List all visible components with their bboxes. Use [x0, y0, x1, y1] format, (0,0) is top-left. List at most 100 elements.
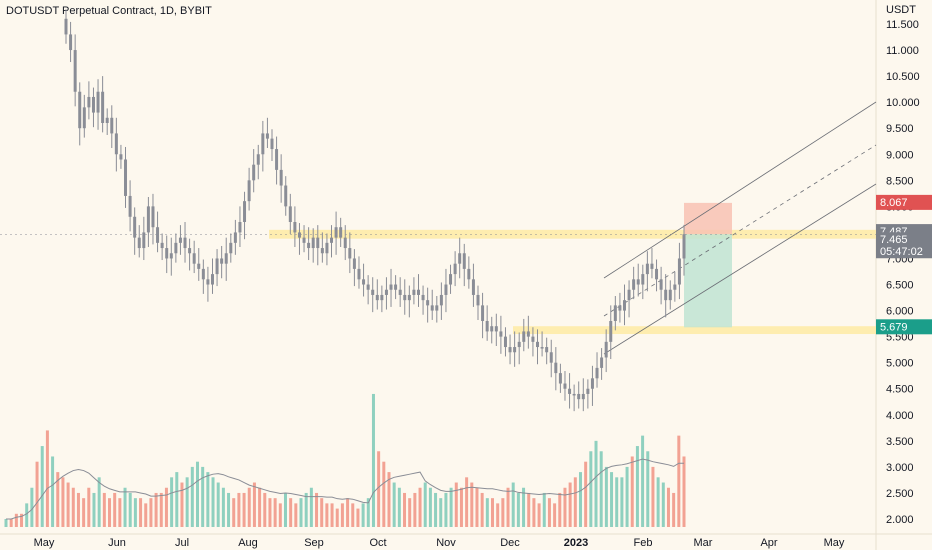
x-tick-label: Oct	[369, 537, 386, 549]
candle-body	[389, 284, 393, 290]
volume-bar	[242, 492, 246, 527]
y-tick-label: 11.000	[886, 45, 919, 57]
candle-body	[394, 284, 398, 290]
stop-price-badge-bg	[876, 194, 932, 210]
volume-bar	[216, 482, 220, 527]
candle-body	[416, 289, 420, 295]
candle-body	[366, 284, 370, 290]
volume-bar	[30, 487, 34, 527]
candle-body	[265, 133, 269, 139]
filler	[42, 1, 43, 3]
volume-bar	[418, 487, 422, 527]
candle-body	[458, 253, 462, 264]
candle-body	[261, 133, 265, 155]
volume-bar	[501, 498, 505, 527]
volume-bar	[594, 440, 598, 527]
candle-body	[490, 326, 494, 332]
volume-bar	[247, 487, 251, 527]
support-zone	[513, 326, 876, 335]
candle-body	[508, 347, 512, 353]
last-price-badge: 7.465	[880, 234, 908, 246]
candle-body	[288, 206, 292, 222]
candle-body	[673, 284, 677, 290]
candle-body	[384, 289, 388, 295]
candle-body	[82, 107, 86, 129]
volume-bar	[604, 466, 608, 527]
candle-body	[343, 237, 347, 249]
volume-bar	[361, 503, 365, 527]
volume-bar	[128, 492, 132, 527]
volume-bar	[677, 435, 681, 527]
candle-body	[339, 227, 343, 238]
volume-bar	[211, 477, 215, 527]
candle-body	[481, 305, 485, 321]
candle-body	[165, 248, 169, 259]
y-tick-label: 4.500	[886, 384, 914, 396]
y-tick-label: 2.500	[886, 488, 914, 500]
volume-bar	[139, 498, 143, 527]
volume-bar	[615, 477, 619, 527]
x-tick-label: Feb	[634, 537, 653, 549]
volume-bar	[584, 461, 588, 527]
volume-bar	[221, 487, 225, 527]
volume-bar	[154, 492, 158, 527]
candle-body	[545, 347, 549, 353]
volume-bar	[558, 492, 562, 527]
candle-body	[499, 331, 503, 337]
volume-bar	[610, 472, 614, 527]
volume-bar	[641, 435, 645, 527]
candle-body	[142, 232, 146, 249]
candle-body	[156, 227, 160, 243]
x-tick-label: 2023	[564, 537, 588, 549]
candle-body	[151, 206, 155, 228]
volume-bar	[227, 492, 231, 527]
volume-bar	[97, 477, 101, 527]
volume-bar	[304, 492, 308, 527]
candle-body	[270, 138, 274, 150]
volume-bar	[315, 492, 319, 527]
candle-body	[581, 393, 585, 400]
channel-lower-line	[603, 183, 877, 355]
x-tick-label: Jun	[108, 537, 126, 549]
volume-bar	[56, 472, 60, 527]
candle-body	[78, 91, 82, 129]
filler	[21, 1, 22, 3]
filler	[14, 1, 15, 3]
volume-bar	[149, 498, 153, 527]
resistance-zone	[269, 229, 876, 239]
volume-bar	[392, 482, 396, 527]
volume-bar	[635, 446, 639, 527]
volume-bar	[377, 451, 381, 527]
candle-body	[407, 294, 411, 301]
countdown-badge: 05:47:02	[880, 246, 923, 258]
candle-body	[348, 248, 352, 259]
y-tick-label: 6.500	[886, 280, 914, 292]
candle-body	[137, 237, 141, 249]
volume-bar	[371, 393, 375, 527]
volume-bar	[113, 492, 117, 527]
volume-bar	[133, 498, 137, 527]
volume-bar	[164, 487, 168, 527]
volume-bar	[278, 503, 282, 527]
volume-bar	[299, 498, 303, 527]
candle-body	[618, 305, 622, 311]
candle-body	[256, 154, 260, 165]
volume-bar	[351, 503, 355, 527]
candle-body	[403, 294, 407, 301]
candle-body	[600, 357, 604, 368]
volume-bar	[537, 503, 541, 527]
x-tick-label: Jul	[175, 537, 189, 549]
volume-bar	[439, 498, 443, 527]
candle-body	[206, 279, 210, 285]
volume-bar	[35, 461, 39, 527]
target-price-badge-bg	[876, 319, 932, 335]
y-tick-label: 5.500	[886, 332, 914, 344]
candle-body	[430, 305, 434, 311]
candle-body	[183, 237, 187, 249]
volume-bar	[87, 487, 91, 527]
candle-body	[655, 268, 659, 280]
candle-body	[119, 154, 123, 160]
stop-price-badge: 8.067	[880, 197, 908, 209]
candle-body	[682, 234, 686, 259]
